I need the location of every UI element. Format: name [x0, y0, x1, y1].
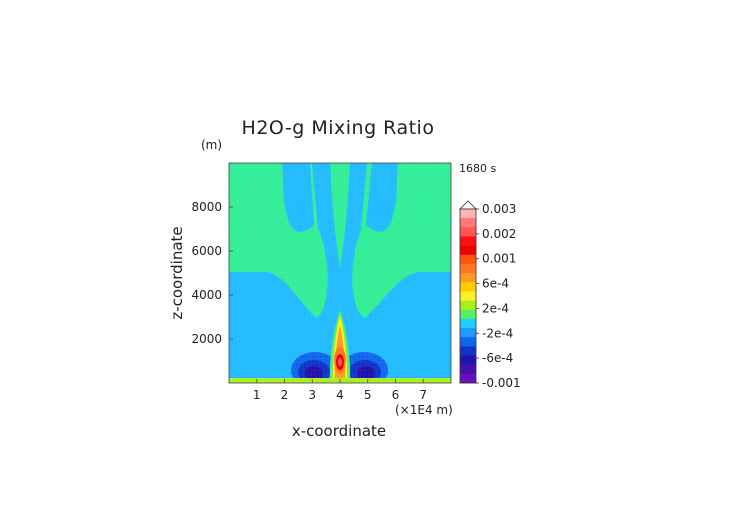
colorbar-frame — [459, 208, 477, 384]
x-tick-label: 5 — [364, 388, 372, 402]
colorbar-tick-label: -6e-4 — [482, 351, 513, 365]
colorbar-segment — [460, 300, 476, 311]
x-axis-label: x-coordinate — [292, 422, 386, 440]
colorbar-segment — [460, 227, 476, 237]
colorbar-segment — [460, 273, 476, 283]
y-axis-label: z-coordinate — [168, 226, 186, 319]
colorbar-segment — [460, 291, 476, 301]
colorbar-segment — [460, 337, 476, 347]
colorbar-segment — [460, 364, 476, 375]
time-label: 1680 s — [459, 162, 496, 175]
y-tick-label: 6000 — [191, 244, 222, 258]
x-tick-label: 2 — [281, 388, 289, 402]
y-tick-label: 4000 — [191, 288, 222, 302]
colorbar-segment — [460, 373, 476, 384]
x-tick-label: 3 — [308, 388, 316, 402]
y-tick-label: 2000 — [191, 332, 222, 346]
x-tick-label: 1 — [253, 388, 261, 402]
colorbar-tick-label: 6e-4 — [482, 277, 509, 291]
colorbar-segment — [460, 263, 476, 274]
colorbar-segment — [460, 355, 476, 365]
colorbar-segment — [460, 318, 476, 329]
colorbar-segment — [460, 309, 476, 320]
colorbar-tick-label: 0.003 — [482, 202, 516, 216]
colorbar-segment — [460, 236, 476, 246]
colorbar-segment — [460, 209, 476, 219]
colorbar-tick-label: -2e-4 — [482, 326, 513, 340]
x-tick-label: 4 — [336, 388, 344, 402]
colorbar-tick-label: -0.001 — [482, 376, 521, 390]
x-unit-label: (×1E4 m) — [395, 403, 453, 417]
colorbar-tick-label: 0.001 — [482, 252, 516, 266]
colorbar-segment — [460, 346, 476, 356]
colorbar-segment — [460, 282, 476, 292]
y-axis: 2000 4000 6000 8000 — [191, 200, 233, 346]
colorbar-segment — [460, 328, 476, 338]
y-unit-label: (m) — [201, 138, 222, 152]
colorbar-tick-label: 0.002 — [482, 227, 516, 241]
model-grid-overlay — [229, 163, 451, 383]
colorbar-segment — [460, 254, 476, 265]
x-axis: 1 2 3 4 5 6 7 — [253, 379, 427, 402]
colorbar-segment — [460, 218, 476, 228]
colorbar-tick-label: 2e-4 — [482, 301, 509, 315]
colorbar-extend-triangle — [459, 200, 477, 210]
colorbar: 0.003 0.002 0.001 6e-4 2e-4 -2e-4 -6e-4 -0.001 — [459, 200, 521, 390]
chart-title: H2O-g Mixing Ratio — [242, 117, 435, 139]
x-tick-label: 7 — [419, 388, 427, 402]
colorbar-segment — [460, 245, 476, 256]
contour-field — [229, 163, 451, 383]
y-tick-label: 8000 — [191, 200, 222, 214]
x-tick-label: 6 — [392, 388, 400, 402]
